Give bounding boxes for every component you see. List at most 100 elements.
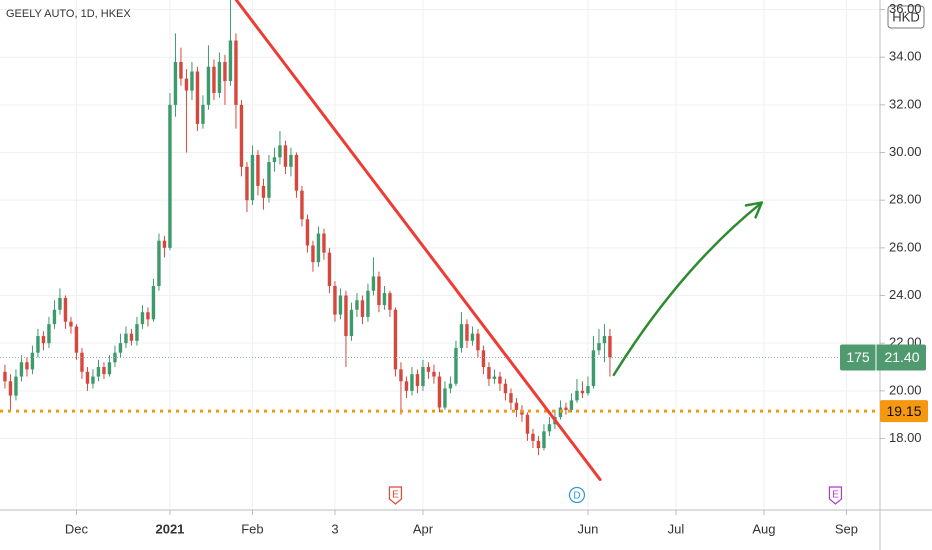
candle-body (168, 104, 172, 248)
candle-body (564, 407, 568, 410)
candle-body (591, 350, 596, 387)
grid (0, 0, 880, 510)
candle-body (514, 402, 519, 410)
event-marker (568, 486, 586, 504)
candle-body (415, 374, 420, 387)
candle-body (146, 312, 150, 320)
candle-body (608, 336, 612, 358)
candle-body (371, 276, 376, 291)
y-tick-label: 34.00 (889, 49, 922, 64)
candle-body (399, 369, 403, 382)
x-tick-label: Jul (668, 521, 685, 536)
last-price-label: 21.40 (884, 349, 919, 365)
candle-body (426, 367, 431, 372)
candle-body (3, 371, 7, 382)
candle-body (41, 336, 46, 344)
candle-body (85, 371, 90, 384)
candle-body (443, 388, 447, 408)
candle-body (206, 66, 211, 105)
candle-body (223, 61, 227, 82)
candle-body (124, 333, 128, 344)
candle-body (69, 321, 73, 327)
marks (3, 0, 612, 456)
currency: HKD (892, 9, 919, 24)
x-tick-label: Apr (413, 521, 434, 536)
candle-body (173, 61, 178, 105)
arrow-head (744, 201, 763, 219)
candle-body (327, 252, 332, 286)
level-label: 19.15 (886, 403, 921, 419)
candle-body (239, 104, 244, 167)
candle-body (355, 300, 359, 310)
candle-body (437, 376, 442, 408)
candle-body (184, 78, 189, 91)
candle-body (487, 367, 491, 379)
y-tick-label: 26.00 (889, 239, 922, 254)
candle-body (190, 71, 194, 91)
candle-body (305, 219, 310, 246)
candle-body (448, 383, 453, 389)
candle-body (509, 393, 513, 403)
candle-body (157, 240, 161, 286)
candle-body (261, 185, 266, 198)
candle-body (360, 300, 365, 317)
candle-body (322, 233, 326, 253)
candle-body (8, 381, 13, 396)
candle-body (316, 233, 321, 263)
candle-body (525, 414, 530, 434)
candle-body (25, 362, 29, 370)
y-tick-label: 20.00 (889, 382, 922, 397)
candle-body (151, 285, 156, 320)
trendline (234, 0, 602, 481)
candle-body (344, 295, 348, 337)
candle-body (36, 336, 40, 353)
candle-body (454, 347, 458, 384)
candle-body (162, 240, 167, 248)
candle-body (47, 324, 51, 344)
candle-body (498, 376, 502, 384)
candle-body (531, 433, 535, 441)
candle-body (217, 61, 222, 93)
event-label: E (832, 490, 839, 501)
candle-body (195, 71, 200, 124)
candle-body (410, 374, 414, 391)
last-price-box (840, 344, 926, 371)
candle-body (283, 145, 288, 167)
candle-body (74, 326, 79, 353)
candle-body (377, 276, 381, 306)
y-tick-label: 28.00 (889, 192, 922, 207)
event-label: D (573, 491, 580, 502)
candle-body (388, 293, 392, 310)
candle-body (470, 333, 475, 341)
event-marker (388, 486, 403, 505)
candle-body (349, 309, 354, 337)
candle-body (465, 324, 469, 341)
candle-body (580, 390, 585, 394)
candle-body (129, 333, 134, 341)
x-tick-label: Feb (241, 521, 263, 536)
candle-body (311, 245, 315, 263)
candle-body (228, 40, 233, 82)
candle-body (63, 297, 68, 322)
candle-body (547, 424, 552, 432)
candle-body (272, 157, 277, 163)
arrow (612, 201, 763, 377)
candle-body (96, 367, 101, 377)
candle-body (30, 352, 35, 370)
candle-body (503, 383, 508, 394)
currency-box[interactable] (887, 5, 925, 29)
y-tick-label: 18.00 (889, 430, 922, 445)
y-tick-label: 32.00 (889, 96, 922, 111)
candle-body (14, 376, 18, 396)
candle-body (102, 367, 106, 375)
candle-body (575, 390, 579, 401)
event-marker (828, 486, 843, 505)
candle-body (201, 104, 205, 124)
candle-body (333, 285, 337, 315)
level-label-box (880, 400, 928, 423)
x-tick-label: 2021 (155, 521, 184, 536)
candle-body (404, 381, 409, 391)
